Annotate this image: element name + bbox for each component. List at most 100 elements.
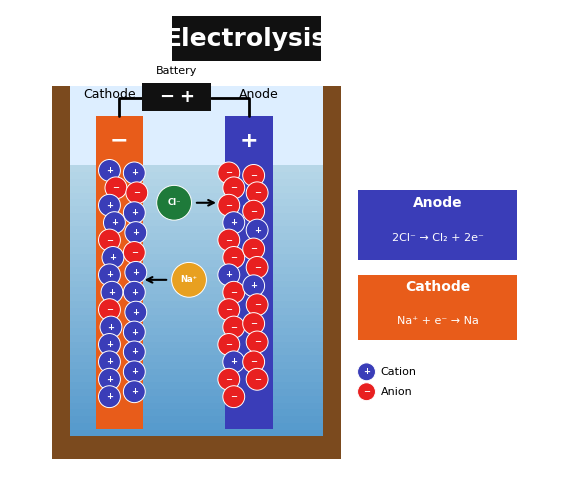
Circle shape [223, 386, 244, 407]
Circle shape [98, 264, 120, 286]
Text: −: − [230, 392, 237, 401]
Circle shape [125, 301, 147, 323]
Text: −: − [225, 236, 232, 244]
Text: +: + [230, 218, 237, 227]
Circle shape [124, 162, 145, 184]
Text: −: − [253, 375, 261, 384]
Text: +: + [131, 328, 138, 336]
Text: −: − [106, 305, 113, 314]
Circle shape [124, 202, 145, 224]
Circle shape [124, 242, 145, 264]
Circle shape [126, 182, 148, 204]
Bar [70, 320, 323, 328]
Text: +: + [106, 392, 113, 401]
Circle shape [102, 246, 124, 268]
Circle shape [218, 264, 240, 286]
Text: Anode: Anode [413, 196, 463, 210]
Bar [70, 382, 323, 389]
Text: +: + [230, 358, 237, 366]
Text: −: − [250, 319, 257, 328]
Circle shape [246, 368, 268, 390]
Circle shape [243, 275, 265, 296]
Circle shape [243, 351, 265, 373]
Text: +: + [111, 218, 118, 227]
Bar [70, 368, 323, 376]
Text: +: + [225, 270, 232, 280]
Circle shape [98, 194, 120, 216]
Bar [70, 164, 323, 172]
Text: −: − [225, 168, 232, 177]
Text: +: + [131, 368, 138, 376]
Circle shape [103, 212, 125, 234]
Circle shape [98, 386, 120, 407]
Bar [70, 273, 323, 280]
Bar [70, 266, 323, 274]
Text: −: − [225, 375, 232, 384]
Circle shape [218, 194, 240, 216]
Circle shape [243, 238, 265, 260]
Circle shape [246, 256, 268, 278]
Bar [70, 340, 323, 348]
Bar [70, 232, 323, 240]
Bar [70, 212, 323, 220]
Circle shape [223, 282, 244, 303]
Circle shape [218, 334, 240, 355]
Text: Anode: Anode [239, 88, 279, 101]
Text: +: + [106, 166, 113, 175]
Bar [70, 428, 323, 436]
Circle shape [218, 368, 240, 390]
Circle shape [223, 316, 244, 338]
Text: −: − [110, 130, 129, 150]
Text: −: − [159, 88, 174, 106]
Bar [323, 86, 341, 459]
Circle shape [218, 298, 240, 320]
Bar [70, 422, 323, 430]
Bar [70, 172, 323, 179]
Bar [70, 226, 323, 233]
Bar [70, 286, 323, 294]
Circle shape [246, 294, 268, 316]
Bar [70, 192, 323, 200]
Bar [70, 306, 323, 314]
Text: −: − [230, 322, 237, 332]
Bar [70, 252, 323, 260]
Text: Electrolysis: Electrolysis [165, 26, 327, 50]
Text: +: + [131, 387, 138, 396]
Text: +: + [108, 288, 115, 297]
Text: +: + [131, 168, 138, 177]
Text: −: − [225, 305, 232, 314]
Bar [70, 185, 323, 192]
Text: −: − [106, 236, 113, 244]
Text: Cl⁻: Cl⁻ [167, 198, 181, 207]
Circle shape [246, 182, 268, 204]
Circle shape [218, 162, 240, 184]
Text: +: + [106, 270, 113, 280]
Circle shape [124, 341, 145, 363]
Circle shape [223, 177, 244, 199]
Circle shape [243, 200, 265, 222]
Bar [70, 246, 323, 254]
Circle shape [105, 177, 127, 199]
Circle shape [124, 361, 145, 383]
Bar [70, 402, 323, 409]
Bar [70, 198, 323, 206]
Bar [70, 86, 323, 166]
Circle shape [124, 321, 145, 343]
Text: +: + [132, 228, 139, 237]
Text: +: + [250, 282, 257, 290]
Bar [70, 260, 323, 267]
FancyBboxPatch shape [358, 190, 517, 260]
Bar [70, 218, 323, 226]
Circle shape [218, 229, 240, 251]
Text: +: + [253, 226, 261, 234]
FancyBboxPatch shape [358, 275, 517, 340]
Bar [52, 436, 341, 459]
Text: −: − [250, 171, 257, 180]
Bar [96, 116, 143, 429]
Bar [70, 314, 323, 322]
Text: +: + [131, 348, 138, 356]
Circle shape [125, 262, 147, 283]
Circle shape [243, 164, 265, 186]
Bar [225, 116, 273, 429]
Circle shape [100, 316, 122, 338]
